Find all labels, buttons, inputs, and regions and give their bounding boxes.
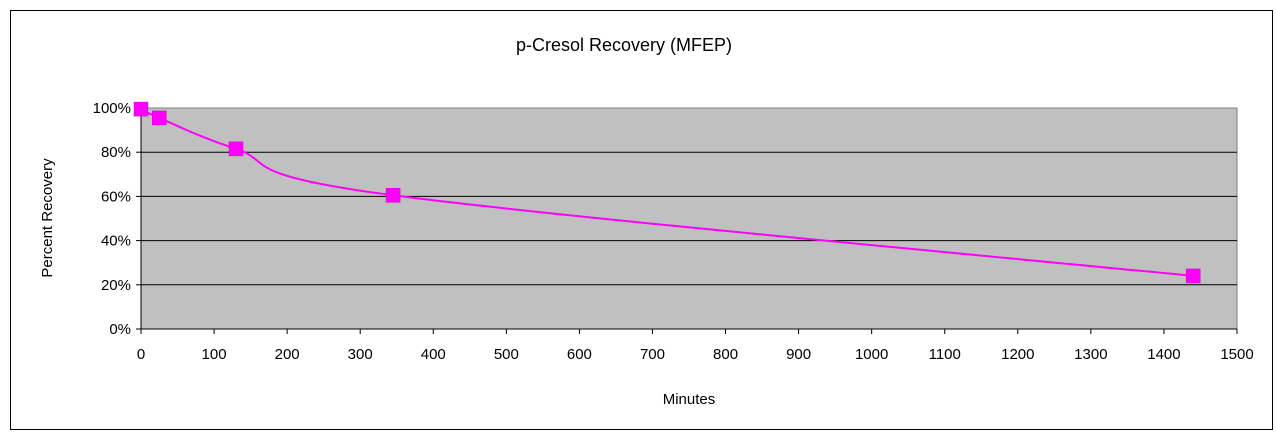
x-tick-label: 1100 (929, 346, 961, 363)
x-tick-label: 1400 (1147, 346, 1180, 363)
y-tick-label: 40% (101, 233, 131, 250)
x-tick-label: 400 (421, 346, 446, 363)
x-tick-label: 300 (348, 346, 373, 363)
data-point-marker (152, 110, 167, 126)
x-tick-label: 900 (786, 346, 811, 363)
x-tick-label: 600 (567, 346, 592, 363)
x-tick-label: 700 (640, 346, 665, 363)
data-point-marker (228, 141, 244, 157)
series-layer (133, 101, 1201, 284)
x-tick-label: 1500 (1220, 346, 1253, 363)
x-tick-label: 1200 (1001, 346, 1034, 363)
y-tick-labels: 0% 20% 40% 60% 80% 100% (93, 100, 141, 338)
y-axis-title: Percent Recovery (39, 158, 56, 278)
x-axis-title: Minutes (663, 391, 716, 408)
plot-area (140, 107, 1238, 330)
data-point-marker (1185, 268, 1201, 284)
y-tick-label: 20% (101, 277, 131, 294)
x-tick-label: 0 (137, 346, 145, 363)
axes (140, 108, 1237, 330)
x-tick-label: 800 (713, 346, 738, 363)
chart-title: p-Cresol Recovery (MFEP) (516, 35, 732, 55)
x-tick-label: 1300 (1074, 346, 1107, 363)
y-tick-label: 100% (93, 100, 131, 117)
y-tick-label: 0% (109, 321, 131, 338)
x-tick-label: 1000 (855, 346, 888, 363)
x-tick-label: 200 (275, 346, 300, 363)
x-tick-label: 100 (202, 346, 227, 363)
data-point-marker (133, 101, 149, 117)
gridlines (141, 151, 1237, 286)
y-tick-label: 80% (101, 144, 131, 161)
data-point-marker (385, 188, 401, 203)
x-tick-labels: 0 100 200 300 400 500 600 700 800 900 1000 1100 1200… (137, 329, 1254, 363)
y-tick-label: 60% (101, 188, 131, 205)
x-tick-label: 500 (494, 346, 519, 363)
